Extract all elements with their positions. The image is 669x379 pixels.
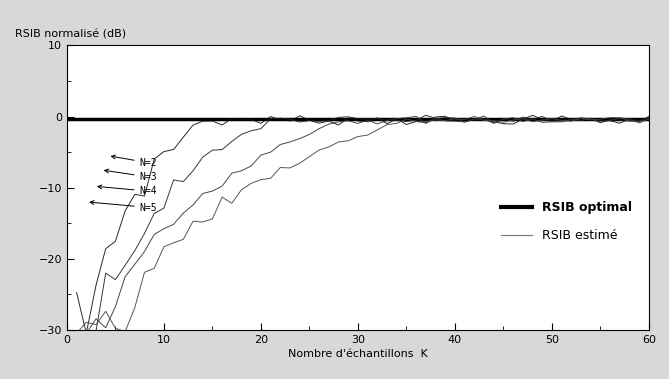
Text: N=5: N=5 bbox=[90, 200, 157, 213]
Text: N=3: N=3 bbox=[104, 169, 157, 182]
Y-axis label: RSIB normalisé (dB): RSIB normalisé (dB) bbox=[15, 30, 126, 40]
Text: N=2: N=2 bbox=[112, 155, 157, 168]
Text: N=4: N=4 bbox=[98, 185, 157, 196]
Legend: RSIB optimal, RSIB estimé: RSIB optimal, RSIB estimé bbox=[496, 196, 637, 247]
X-axis label: Nombre d'échantillons  K: Nombre d'échantillons K bbox=[288, 349, 427, 359]
